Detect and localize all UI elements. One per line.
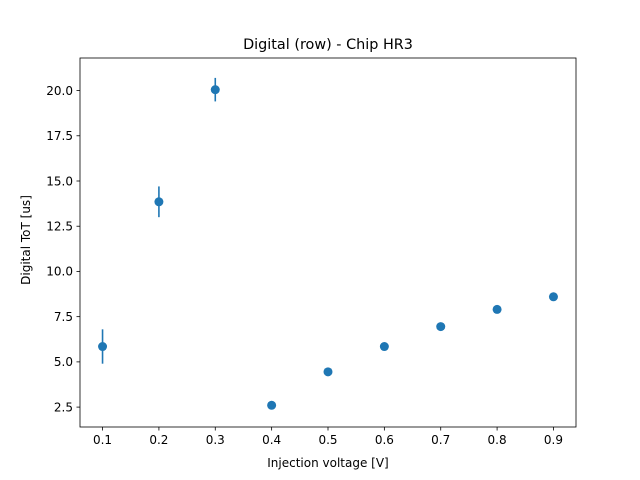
data-point	[436, 322, 446, 332]
data-point	[548, 292, 558, 302]
y-tick-label: 7.5	[54, 310, 73, 324]
y-tick-label: 20.0	[46, 84, 73, 98]
data-series	[98, 77, 558, 410]
y-tick-label: 15.0	[46, 174, 73, 188]
x-tick-label: 0.4	[262, 433, 281, 447]
y-tick-label: 10.0	[46, 265, 73, 279]
data-point	[267, 400, 277, 410]
x-tick-label: 0.8	[488, 433, 507, 447]
x-tick-label: 0.9	[544, 433, 563, 447]
data-point	[210, 85, 220, 95]
data-point	[323, 367, 333, 377]
x-tick-label: 0.2	[149, 433, 168, 447]
y-axis: 2.5 5.0 7.5 10.0 12.5 15.0 17.5 20.0	[46, 84, 80, 414]
x-tick-label: 0.5	[318, 433, 337, 447]
data-point	[492, 304, 502, 314]
x-tick-label: 0.6	[375, 433, 394, 447]
x-axis: 0.1 0.2 0.3 0.4 0.5 0.6 0.7 0.8 0.9	[93, 427, 563, 447]
x-tick-label: 0.3	[206, 433, 225, 447]
y-tick-label: 2.5	[54, 400, 73, 414]
y-tick-label: 5.0	[54, 355, 73, 369]
y-tick-label: 17.5	[46, 129, 73, 143]
data-point	[98, 342, 108, 352]
y-tick-label: 12.5	[46, 220, 73, 234]
x-tick-label: 0.7	[431, 433, 450, 447]
data-point	[154, 197, 164, 207]
chart-title: Digital (row) - Chip HR3	[243, 37, 413, 53]
data-point	[379, 342, 389, 352]
x-axis-label: Injection voltage [V]	[267, 456, 388, 470]
x-tick-label: 0.1	[93, 433, 112, 447]
plot-frame	[79, 57, 577, 428]
y-axis-label: Digital ToT [us]	[19, 195, 33, 285]
